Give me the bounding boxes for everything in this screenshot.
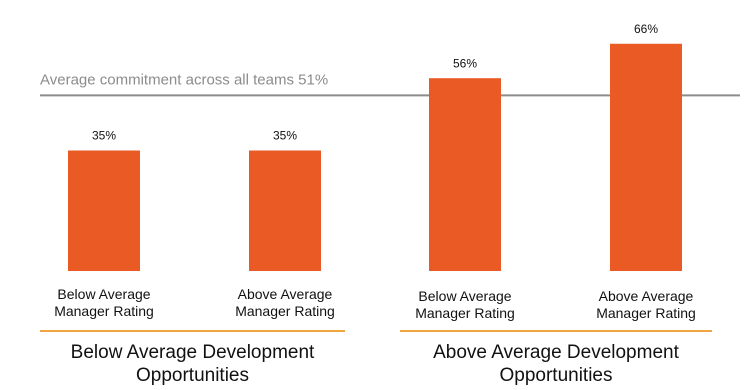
value-label: 35% (273, 129, 297, 143)
value-label: 56% (453, 56, 477, 70)
group-label: Below Average Development Opportunities (70, 342, 315, 386)
value-label: 35% (92, 129, 116, 143)
value-label: 66% (634, 22, 658, 36)
x-tick-label: Below Average Manager Rating (415, 288, 515, 321)
bar (429, 78, 501, 271)
x-tick-label: Above Average Manager Rating (235, 286, 335, 319)
bar (610, 43, 682, 272)
bar (68, 150, 140, 271)
reference-label: Average commitment across all teams 51% (40, 71, 328, 88)
group-label: Above Average Development Opportunities (433, 342, 679, 386)
bar (249, 150, 321, 271)
x-tick-label: Below Average Manager Rating (54, 286, 154, 319)
x-tick-label: Above Average Manager Rating (596, 288, 696, 321)
